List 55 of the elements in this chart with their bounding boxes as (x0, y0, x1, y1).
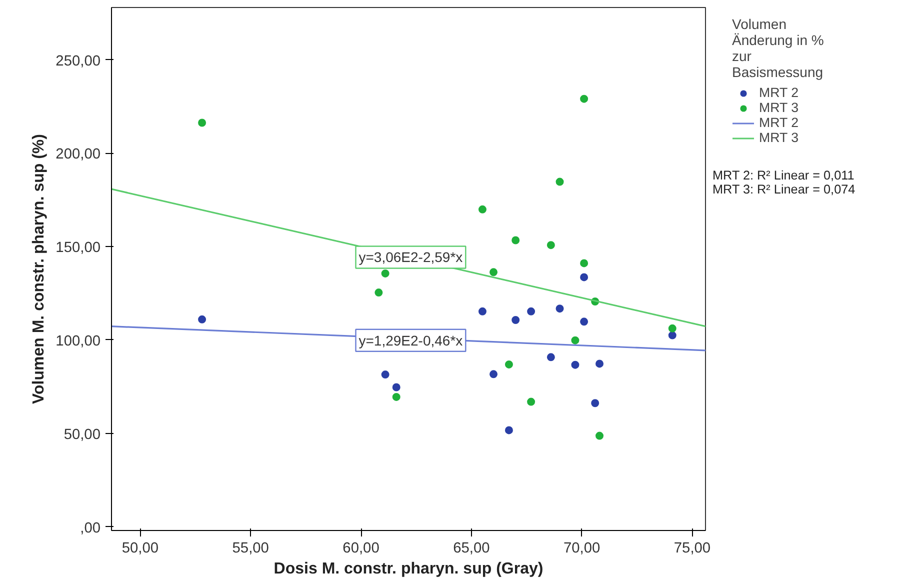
legend-title: Volumen Änderung in % zur Basismessung (732, 16, 824, 80)
y-tick-label: ,00 (80, 520, 100, 536)
text: MRT 3: R² Linear = 0,074 (712, 182, 856, 196)
point (504, 360, 513, 368)
x-tick-label: 50,00 (122, 540, 159, 556)
point (580, 259, 588, 268)
point (527, 307, 536, 316)
point (580, 318, 588, 326)
text: MRT 2: R² Linear = 0,011 (712, 168, 854, 183)
point (668, 331, 676, 340)
legend-label: MRT 2 (759, 115, 799, 130)
y-axis-title: Volumen M. constr. pharyn. sup (%) (30, 134, 48, 404)
point (512, 236, 520, 244)
point (490, 268, 498, 276)
y-tick-label: 50,00 (64, 426, 101, 443)
point (198, 118, 206, 127)
point (591, 399, 600, 408)
point (580, 273, 588, 282)
x-tick-label: 70,00 (564, 540, 600, 556)
point (571, 360, 580, 369)
point (504, 426, 513, 434)
point (571, 336, 580, 344)
point (198, 315, 206, 324)
point (546, 241, 555, 250)
x-axis-title: Dosis M. constr. pharyn. sup (Gray) (274, 560, 544, 578)
point (478, 205, 486, 214)
point (381, 370, 390, 379)
point (596, 360, 604, 368)
point (556, 178, 564, 186)
x-tick-label: 55,00 (232, 540, 269, 556)
point (512, 316, 520, 324)
y-tick-label: 100,00 (56, 333, 100, 350)
point (392, 383, 400, 392)
point (478, 307, 486, 316)
legend-label: MRT 3 (759, 130, 799, 145)
point (546, 353, 555, 362)
point (668, 324, 676, 332)
point (580, 94, 588, 103)
point (490, 370, 498, 378)
annotation: y=3,06E2-2,59*x (358, 249, 463, 266)
point (381, 269, 390, 278)
x-tick-label: 60,00 (342, 540, 380, 556)
legend-label: MRT 2 (759, 85, 799, 100)
point (556, 304, 564, 313)
x-tick-label: 75,00 (674, 540, 711, 556)
y-tick-label: 200,00 (56, 146, 100, 163)
legend-label: MRT 3 (759, 100, 799, 115)
point (392, 392, 400, 401)
point (596, 432, 604, 440)
point (527, 398, 536, 406)
point (374, 288, 383, 297)
y-tick-label: 250,00 (56, 53, 100, 70)
annotation: y=1,29E2-0,46*x (358, 332, 463, 348)
x-tick-label: 65,00 (453, 540, 490, 556)
y-tick-label: 150,00 (56, 240, 100, 256)
